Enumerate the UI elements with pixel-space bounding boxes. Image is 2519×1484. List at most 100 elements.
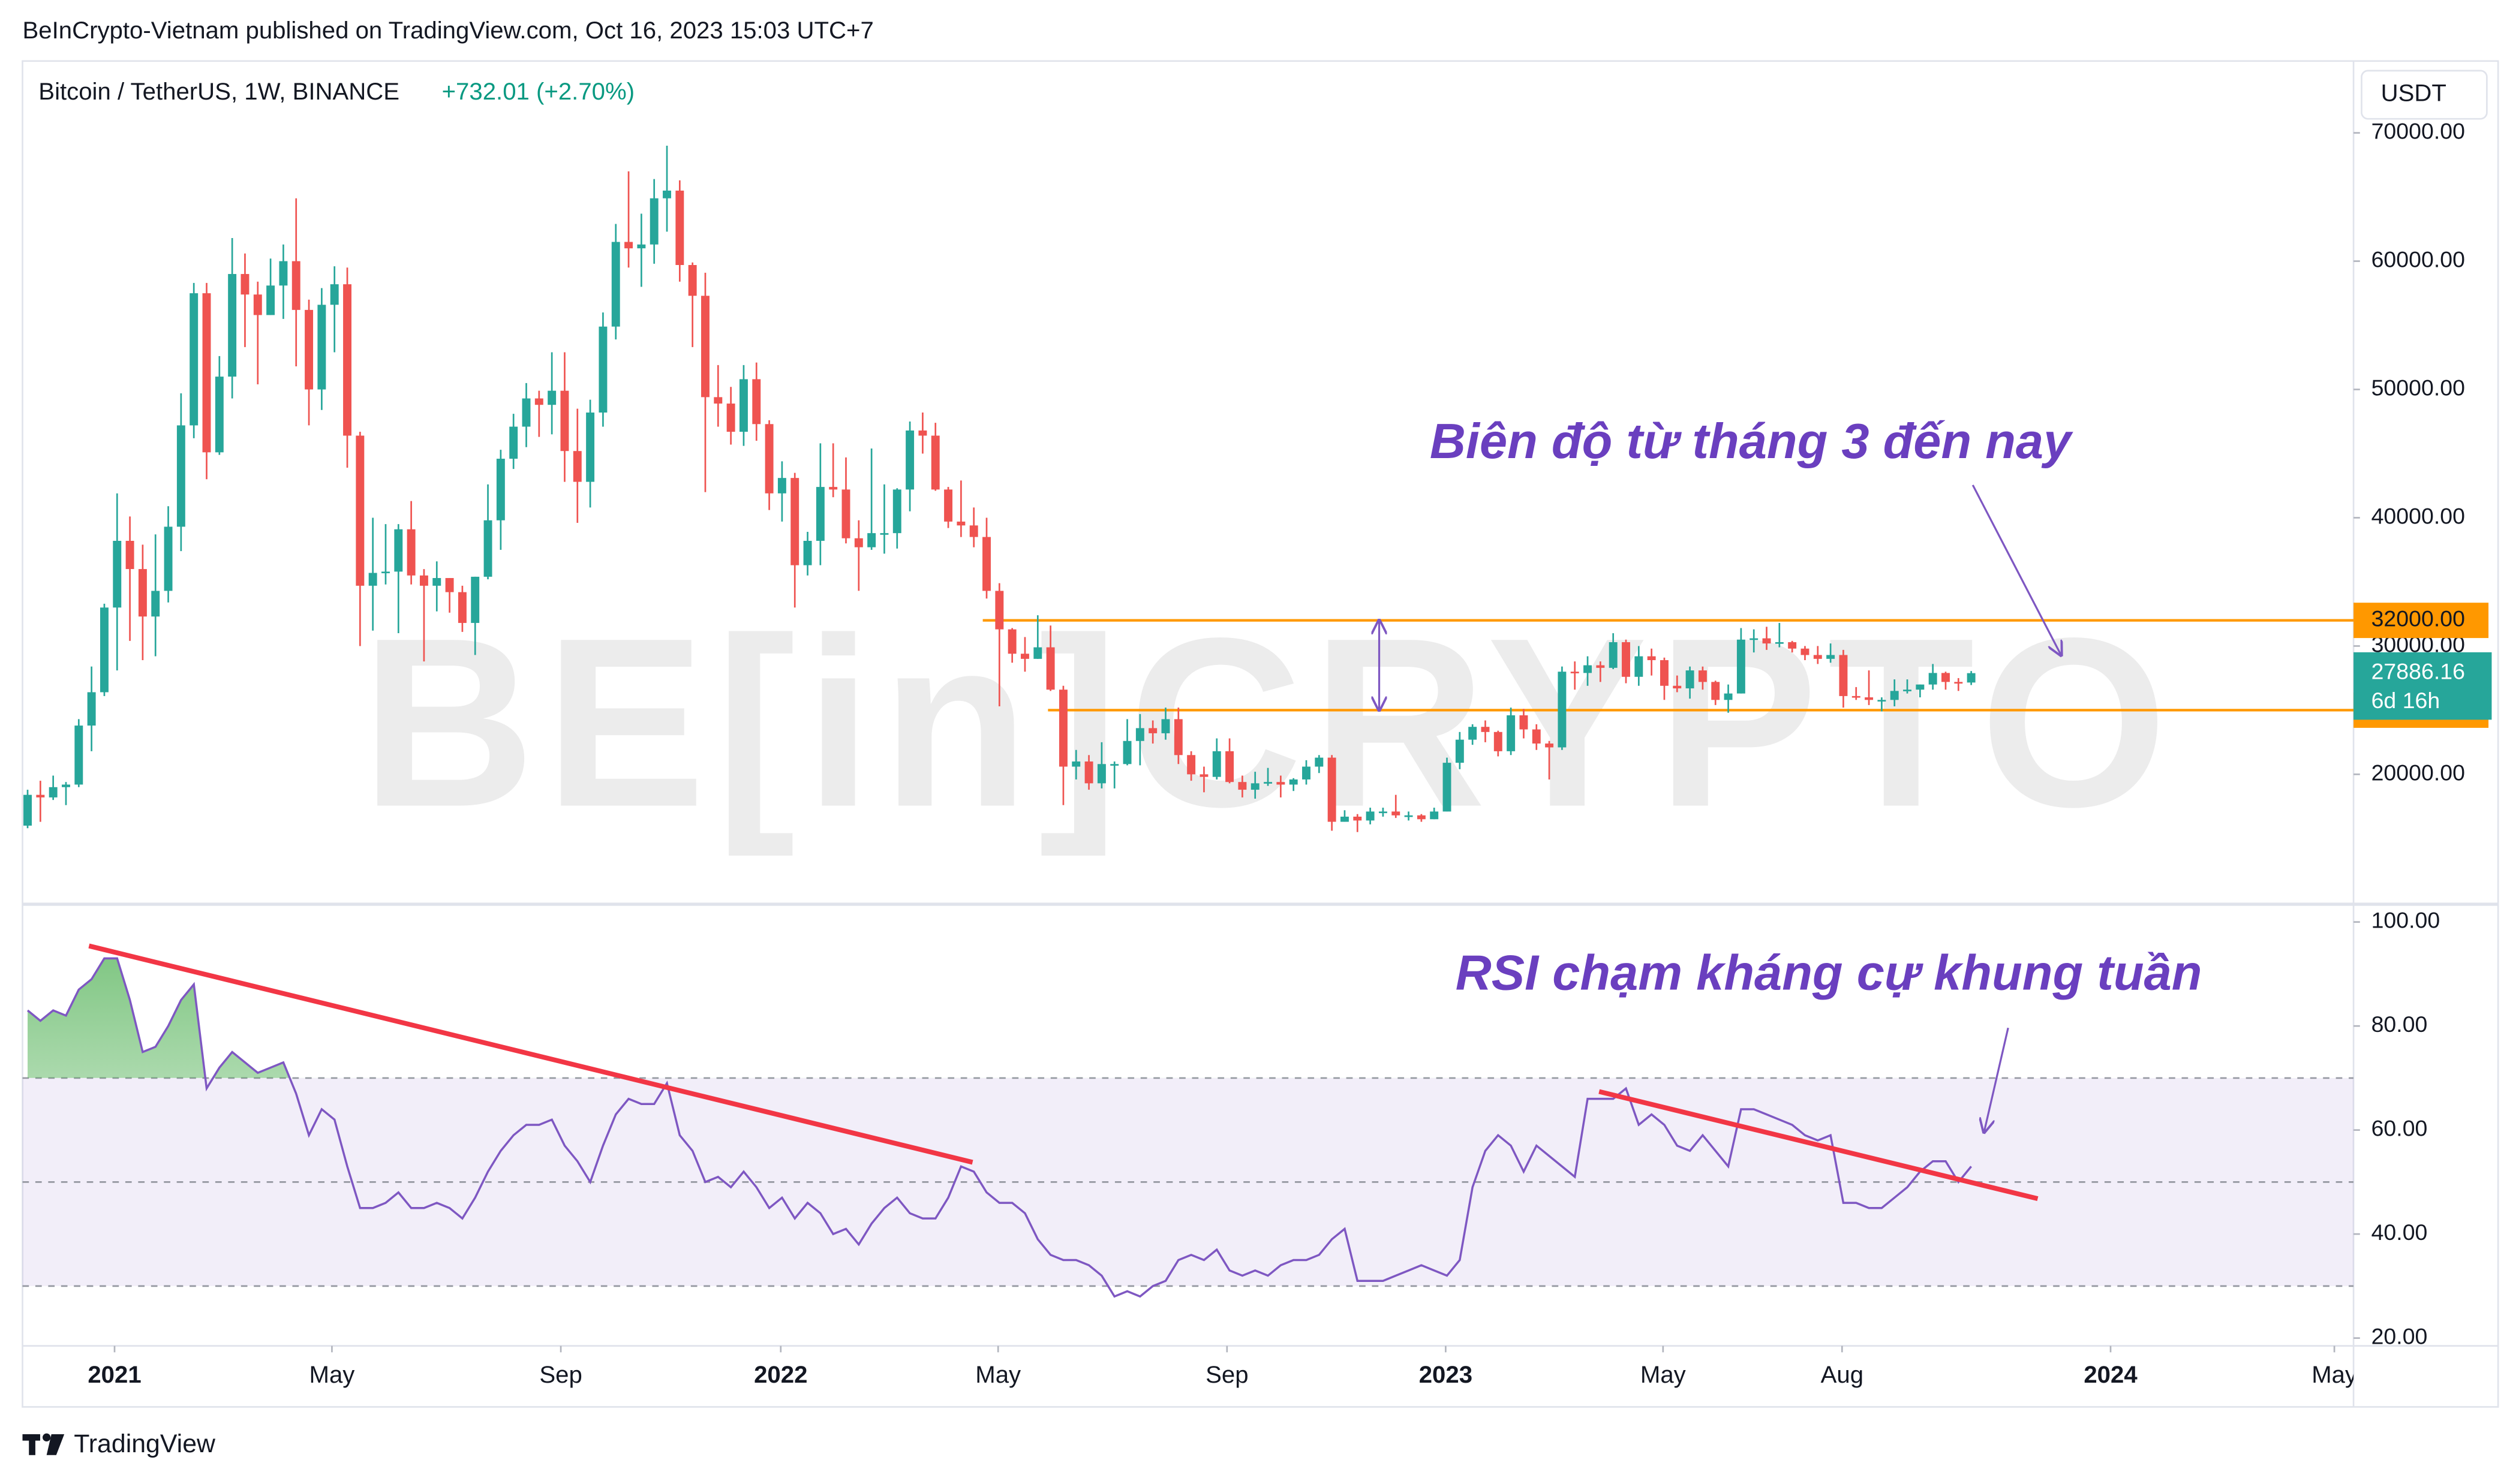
candle-body [1468,727,1477,740]
candle-body [1609,642,1618,668]
x-tick-label: May [975,1361,1021,1388]
currency-label[interactable]: USDT [2381,80,2446,107]
candle-body [432,578,441,586]
symbol-title: Bitcoin / TetherUS, 1W, BINANCE [38,78,399,105]
candle-body [1545,743,1554,748]
candle-body [1877,700,1886,702]
candle-body [228,273,237,377]
y-tick-label: 60000.00 [2371,246,2465,272]
candle-body [1084,761,1093,784]
candle-body [752,379,761,425]
candle-body [1008,629,1017,654]
candle-body [1736,639,1745,694]
candle-body [381,571,390,574]
candle-body [675,190,684,265]
candle-body [1161,719,1170,733]
candle-body [1442,763,1451,812]
candle-body [995,591,1004,630]
candle-body [1928,673,1937,685]
candle-body [1033,647,1042,659]
candle-body [969,525,978,537]
candle-body [701,296,710,398]
candle-body [241,273,250,295]
candle-body [726,404,735,432]
candle-body [1813,655,1822,659]
candle-body [1353,817,1362,821]
candle-body [522,398,531,427]
x-tick-label: 2022 [754,1361,807,1388]
candle-body [1647,656,1656,660]
range-annotation: Biên độ từ tháng 3 đến nay [1430,413,2073,469]
candle-body [1519,715,1528,730]
candle-body [1225,751,1234,782]
candle-body [74,726,83,785]
candle-body [394,529,403,572]
candle-body [1366,811,1375,821]
candle-body [1941,673,1950,682]
candle-body [1493,732,1502,751]
candle-body [164,526,173,591]
candle-body [688,264,697,296]
candle-body [1839,655,1848,696]
candle-body [906,430,915,490]
candle-body [1711,682,1720,700]
candle-body [483,520,492,577]
y-tick-label: 70000.00 [2371,119,2465,144]
candle-body [1212,751,1221,777]
candle-body [509,426,518,459]
candle-body [1059,690,1068,767]
candle-body [1276,782,1285,785]
candle-body [1302,766,1310,779]
candle-body [1097,764,1106,784]
candle-body [113,540,122,608]
candle-body [445,578,454,592]
rsi-annotation: RSI chạm kháng cự khung tuần [1456,945,2202,1001]
candle-body [982,537,991,591]
candle-body [611,242,620,327]
candle-body [1455,739,1464,763]
candle-body [36,794,45,797]
y-tick-label: 20000.00 [2371,760,2465,785]
candle-body [777,478,786,493]
candle-body [1800,648,1809,655]
candle-body [1046,647,1055,690]
candle-body [458,592,467,623]
x-tick-label: May [309,1361,355,1388]
candle-body [1954,682,1963,684]
candle-body [1865,697,1874,700]
candle-body [841,489,850,538]
candle-body [1200,774,1209,777]
rsi-overbought-fill [28,958,290,1078]
candle-body [317,305,326,390]
y-tick-label: 40000.00 [2371,503,2465,528]
candle-body [1762,638,1771,644]
candle-body [944,489,953,522]
logo-mark [42,1433,51,1442]
candle-body [739,379,748,432]
last-price-label: 27886.16 [2371,659,2465,684]
x-tick-label: May [2311,1361,2357,1388]
annotation-arrow [1984,1027,2009,1132]
candle-body [1724,693,1733,700]
candle-body [266,285,275,315]
level-label: 32000.00 [2371,606,2465,631]
candle-body [1570,672,1579,673]
candle-body [1558,672,1567,748]
y-tick-label: 50000.00 [2371,375,2465,400]
candle-body [1340,817,1349,822]
candle-body [419,575,428,586]
currency-button[interactable] [2361,70,2488,120]
candle-body [534,398,543,405]
y-tick-label: 20.00 [2371,1324,2428,1349]
x-tick-label: 2024 [2084,1361,2138,1388]
candle-body [1149,728,1158,733]
x-tick-label: 2021 [88,1361,141,1388]
candle-body [62,784,70,787]
trendline [1598,1089,2039,1202]
x-tick-label: Sep [1206,1361,1248,1388]
footer-brand: TradingView [74,1429,216,1458]
last-price-box [2353,652,2492,720]
candle-body [790,478,799,565]
candle-body [586,413,595,482]
